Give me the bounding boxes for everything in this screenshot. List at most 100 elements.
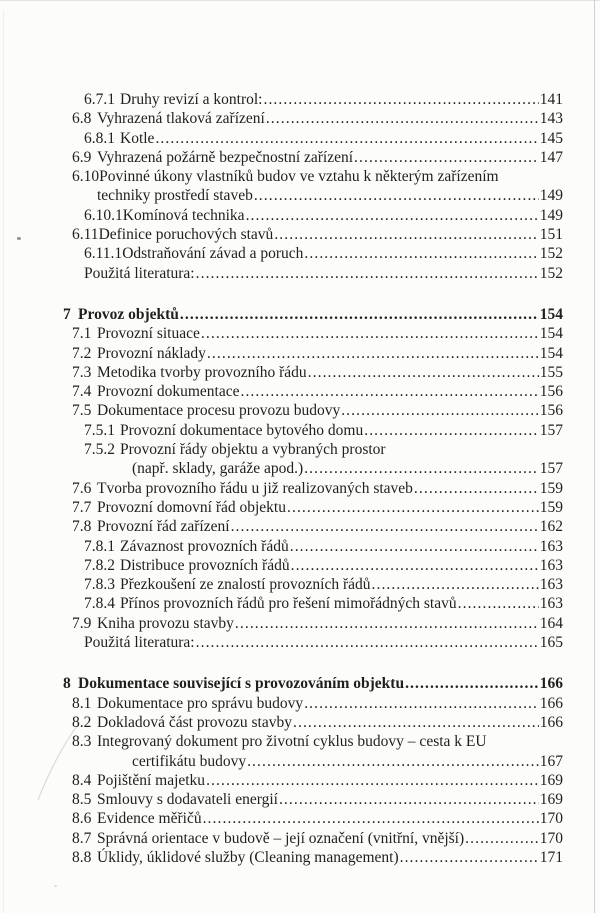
toc-page-number: 154 <box>539 305 563 323</box>
toc-row: 6.8.1 Kotle..............................… <box>63 129 563 148</box>
toc-page-number: 145 <box>539 129 563 147</box>
toc-entry-title: Vyhrazená tlaková zařízení <box>97 110 265 128</box>
dot-leader: ........................................… <box>155 129 539 147</box>
toc-row: 8.7 Správná orientace v budově – její ozn… <box>63 829 563 848</box>
toc-row: 6.10 Povinné úkony vlastníků budov ve vzt… <box>63 167 563 186</box>
toc-row: 6.9 Vyhrazená požárně bezpečnostní zaříze… <box>63 148 563 167</box>
dot-leader: ........................................… <box>206 344 539 362</box>
scan-edge-left <box>3 10 4 913</box>
toc-row: 6.11 Definice poruchových stavů..........… <box>63 225 563 244</box>
dot-leader: ........................................… <box>457 595 539 613</box>
toc-row: 7.5 Dokumentace procesu provozu budovy...… <box>63 401 563 420</box>
dot-leader: ........................................… <box>195 634 539 652</box>
toc-entry-title: techniky prostředí staveb <box>97 187 253 205</box>
toc-entry-number: 7.8.4 <box>84 595 115 613</box>
dot-leader: ........................................… <box>287 498 539 516</box>
toc-page-number: 155 <box>539 363 563 381</box>
toc-entry-title: Použitá literatura: <box>84 634 195 652</box>
toc-entry-title: Provozní náklady <box>97 344 206 362</box>
toc-row: 8.5 Smlouvy s dodavateli energií.........… <box>63 790 563 809</box>
dot-leader: ........................................… <box>263 91 538 108</box>
toc-entry-number: 7.9 <box>72 614 92 632</box>
toc-row: Použitá literatura:.....................… <box>63 264 563 283</box>
dot-leader: ........................................… <box>341 402 539 420</box>
toc-row: 6.11.1 Odstraňování závad a poruch.......… <box>63 244 563 263</box>
toc-entry-number: 7.1 <box>72 325 92 343</box>
toc-entry-title: Kotle <box>120 129 155 147</box>
dot-leader: ........................................… <box>253 187 539 205</box>
toc-entry-number: 8.3 <box>72 733 92 751</box>
toc-row: 7.8 Provozní řád zařízení................… <box>63 517 563 536</box>
toc-entry-title: Provozní situace <box>97 325 200 343</box>
toc-page-number: 147 <box>539 148 563 166</box>
toc-page-number: 156 <box>539 383 563 401</box>
toc-row: 8.6 Evidence měřičů......................… <box>63 809 563 828</box>
dot-leader: ........................................… <box>399 848 539 866</box>
toc-entry-title: Provoz objektů <box>78 305 179 323</box>
toc-page-number: 166 <box>539 713 563 731</box>
toc-entry-title: Přínos provozních řádů pro řešení mimořá… <box>120 595 457 613</box>
toc-page-number: 157 <box>539 421 563 439</box>
dot-leader: ........................................… <box>240 383 539 401</box>
toc-page-number: 166 <box>539 694 563 712</box>
toc-entry-title: Úklidy, úklidové služby (Cleaning manage… <box>97 848 399 866</box>
toc-row: 7.8.2 Distribuce provozních řádů.........… <box>63 556 563 575</box>
toc-entry-number: 8.2 <box>72 713 92 731</box>
toc-entry-title: Odstraňování závad a poruch <box>122 245 304 263</box>
toc-entry-title: Definice poruchových stavů <box>98 226 274 244</box>
toc-page-number: 154 <box>539 344 563 362</box>
toc-page-number: 159 <box>539 479 563 497</box>
dot-leader: ........................................… <box>304 245 539 263</box>
toc-page-number: 159 <box>539 498 563 516</box>
toc-entry-title: Vyhrazená požárně bezpečnostní zařízení <box>97 148 354 166</box>
toc-page-number: 170 <box>539 829 563 847</box>
toc-row: Použitá literatura:.....................… <box>63 633 563 652</box>
toc-page-number: 170 <box>539 810 563 828</box>
toc-row: 8.8 Úklidy, úklidové služby (Cleaning man… <box>63 848 563 867</box>
toc-entry-title: Provozní řády objektu a vybraných prosto… <box>120 441 386 459</box>
dot-leader: ........................................… <box>247 752 539 770</box>
dot-leader: ........................................… <box>202 810 539 828</box>
toc-page-number: 169 <box>539 791 563 809</box>
toc-row: 6.10.1 Komínová technika.................… <box>63 206 563 225</box>
toc-page-number: 171 <box>539 848 563 866</box>
toc-entry-number: 7.4 <box>72 383 92 401</box>
toc-page-number: 163 <box>539 537 563 555</box>
toc-entry-number: 6.11.1 <box>84 245 123 263</box>
toc-entry-title: Kniha provozu stavby <box>97 614 234 632</box>
toc-row: 7.8.3 Přezkoušení ze znalostí provozních … <box>63 575 563 594</box>
table-of-contents: 6.7.1 Druhy revizí a kontrol:............… <box>63 90 563 867</box>
toc-page-number: 152 <box>539 264 563 282</box>
toc-row: 7.4 Provozní dokumentace.................… <box>63 382 563 401</box>
toc-entry-title: Distribuce provozních řádů <box>120 556 290 574</box>
dot-leader: ........................................… <box>195 264 539 282</box>
toc-entry-title: Evidence měřičů <box>97 810 202 828</box>
toc-page-number: 169 <box>539 771 563 789</box>
toc-entry-title: Přezkoušení ze znalostí provozních řádů <box>120 576 371 594</box>
toc-entry-number: 7.2 <box>72 344 92 362</box>
scan-edge-top <box>0 0 600 1</box>
toc-row: 8.4 Pojištění majetku....................… <box>63 771 563 790</box>
dot-leader: ........................................… <box>230 518 539 536</box>
dot-leader: ........................................… <box>413 479 539 497</box>
toc-entry-title: Provozní dokumentace <box>97 383 240 401</box>
toc-entry-title: Dokumentace související s provozováním o… <box>78 675 405 693</box>
toc-page-number: 157 <box>539 460 563 478</box>
toc-entry-number: 7.8.1 <box>84 537 115 555</box>
toc-entry-number: 6.8 <box>72 110 92 128</box>
toc-entry-number: 6.9 <box>72 148 92 166</box>
toc-entry-title: Druhy revizí a kontrol: <box>120 91 263 108</box>
scan-scratch-mark <box>37 721 81 801</box>
dot-leader: ........................................… <box>274 226 538 244</box>
toc-page-number: 162 <box>539 518 563 536</box>
toc-row: 7.5.1 Provozní dokumentace bytového domu.… <box>63 421 563 440</box>
toc-page-number: 149 <box>539 187 563 205</box>
toc-row: 7.8.4 Přínos provozních řádů pro řešení m… <box>63 594 563 613</box>
toc-entry-title: Správná orientace v budově – její označe… <box>97 829 465 847</box>
toc-entry-title: Integrovaný dokument pro životní cyklus … <box>97 733 487 751</box>
toc-row: 7 Provoz objektů.........................… <box>63 305 563 324</box>
toc-entry-number: 6.11 <box>72 226 99 244</box>
toc-entry-number: 7.6 <box>72 479 92 497</box>
toc-entry-number: 6.7.1 <box>84 91 115 108</box>
